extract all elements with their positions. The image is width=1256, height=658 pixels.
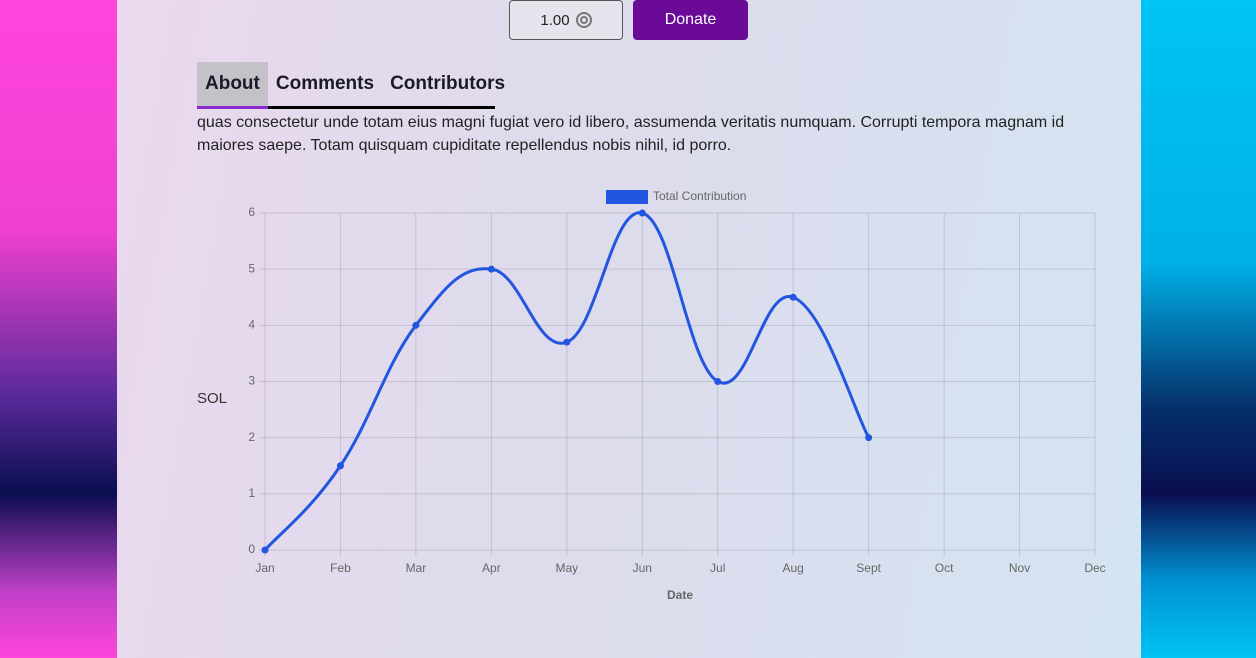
x-tick-label: Nov bbox=[1009, 561, 1030, 575]
content-panel bbox=[117, 0, 1141, 658]
tab[interactable]: Comments bbox=[275, 73, 375, 94]
x-tick-label: Feb bbox=[330, 561, 351, 575]
x-tick-label: Aug bbox=[783, 561, 804, 575]
coin-icon bbox=[575, 12, 592, 28]
point bbox=[714, 378, 722, 385]
line bbox=[263, 211, 870, 552]
x-tick-label: Jul bbox=[710, 561, 725, 575]
y-tick-label: 1 bbox=[248, 486, 255, 500]
y-tick-label: 3 bbox=[248, 374, 255, 388]
tab[interactable]: About bbox=[197, 62, 268, 109]
x-tick-label: Dec bbox=[1084, 561, 1105, 575]
y-tick-label: 4 bbox=[248, 318, 255, 332]
x-tick-label: Mar bbox=[406, 561, 427, 575]
tab-bar: About Comments Contributors bbox=[197, 62, 505, 109]
x-tick-label: Sept bbox=[856, 561, 881, 575]
tab[interactable]: Contributors bbox=[390, 73, 506, 94]
x-tick-label: May bbox=[555, 561, 578, 575]
point bbox=[865, 434, 873, 442]
point bbox=[412, 321, 420, 329]
x-tick-label: Oct bbox=[935, 561, 954, 575]
point bbox=[487, 265, 495, 273]
legend-label: Total Contribution bbox=[653, 189, 746, 203]
y-axis-label: SOL bbox=[197, 390, 227, 407]
y-tick-label: 5 bbox=[248, 261, 255, 275]
point bbox=[261, 546, 269, 554]
point bbox=[789, 293, 797, 301]
left-decoration bbox=[0, 0, 117, 658]
point bbox=[563, 338, 571, 346]
x-tick-label: Jan bbox=[255, 561, 274, 575]
donate-button[interactable]: Donate bbox=[633, 0, 748, 40]
point bbox=[336, 462, 344, 470]
amount-value: 1.00 bbox=[540, 11, 570, 29]
x-axis-label: Date bbox=[667, 588, 693, 602]
legend-swatch bbox=[606, 190, 648, 204]
y-tick-label: 6 bbox=[248, 205, 255, 219]
x-tick-label: Apr bbox=[482, 561, 501, 575]
x-tick-label: Jun bbox=[633, 561, 652, 575]
about-text: quas consectetur unde totam eius magni f… bbox=[197, 114, 1065, 154]
right-decoration bbox=[1141, 0, 1256, 658]
y-tick-label: 0 bbox=[248, 542, 255, 556]
point bbox=[638, 209, 646, 217]
y-tick-label: 2 bbox=[248, 430, 255, 444]
amount-input[interactable]: 1.00 bbox=[509, 0, 623, 40]
